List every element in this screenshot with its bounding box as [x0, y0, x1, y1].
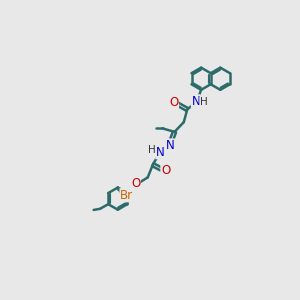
Text: H: H — [148, 145, 156, 155]
Text: N: N — [191, 95, 200, 108]
Text: H: H — [200, 97, 208, 107]
Text: O: O — [161, 164, 170, 177]
Text: Br: Br — [120, 189, 133, 202]
Text: N: N — [156, 146, 165, 159]
Text: O: O — [131, 177, 140, 190]
Text: N: N — [166, 139, 174, 152]
Text: O: O — [169, 96, 178, 109]
